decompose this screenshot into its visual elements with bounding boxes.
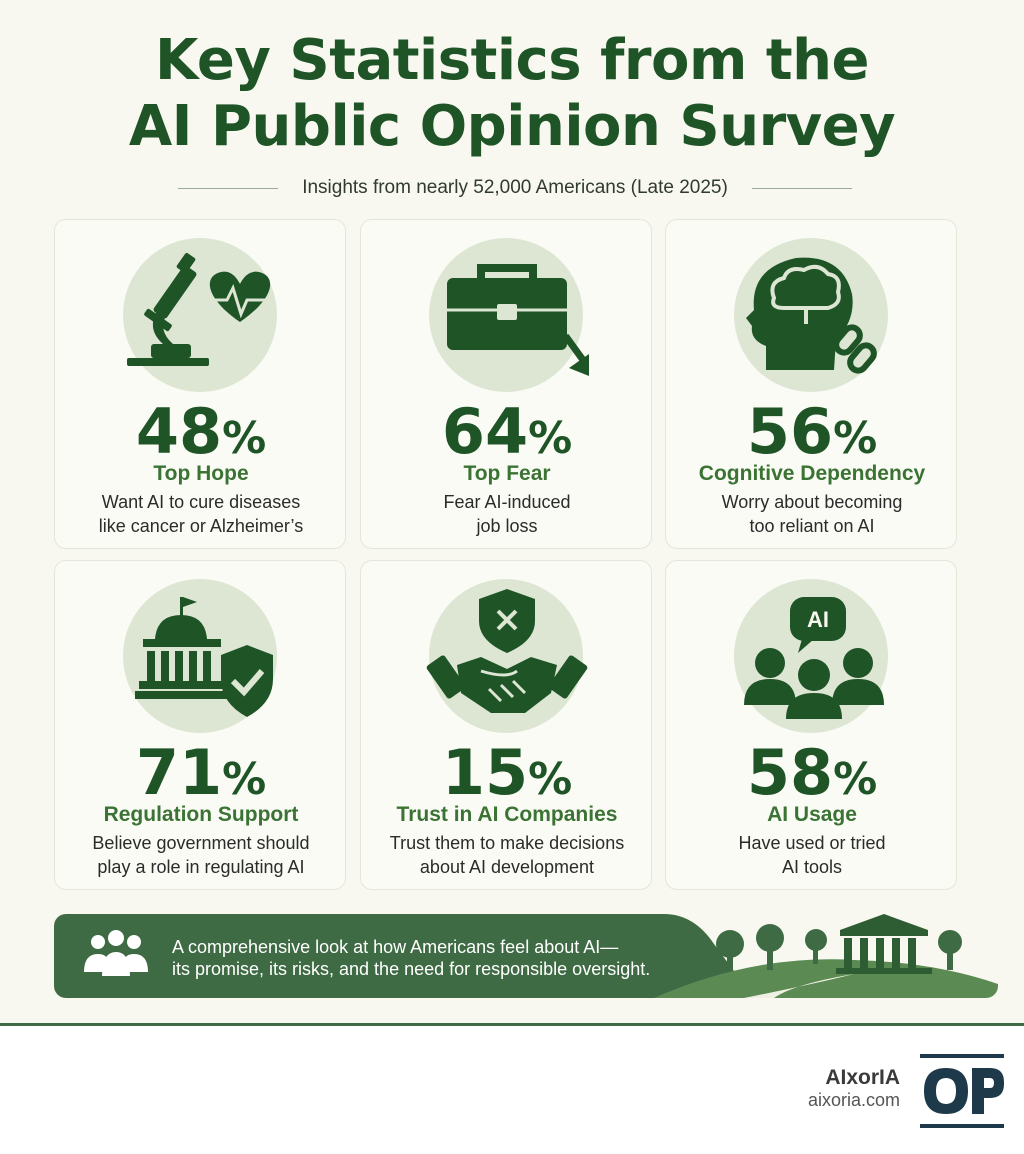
stat-card-top-hope: 48% Top Hope Want AI to cure diseases lik… — [54, 219, 346, 549]
banner-line-2: its promise, its risks, and the need for… — [172, 959, 651, 979]
government-building-illustration — [836, 914, 932, 974]
people-ai-bubble-icon: AI — [744, 597, 884, 719]
stat-label: Top Hope — [153, 462, 249, 485]
stat-percent: 15% — [441, 736, 573, 809]
stat-label: Top Fear — [463, 462, 551, 485]
briefcase-decline-icon — [447, 264, 589, 376]
footer-divider — [0, 1023, 1024, 1026]
microscope-heart-icon — [127, 252, 271, 366]
stat-percent: 71% — [135, 736, 267, 809]
stat-card-trust-in-ai-companies: 15% Trust in AI Companies Trust them to … — [360, 560, 652, 890]
stat-label: Regulation Support — [103, 803, 299, 826]
stat-description: Want AI to cure diseases like cancer or A… — [98, 492, 304, 536]
trees-illustration — [716, 924, 962, 970]
summary-banner: A comprehensive look at how Americans fe… — [54, 914, 998, 998]
stat-description: Worry about becoming too reliant on AI — [721, 492, 903, 536]
title-line-1: Key Statistics from the — [155, 28, 869, 93]
banner-text: A comprehensive look at how Americans fe… — [172, 936, 692, 980]
subtitle-rule-left — [178, 187, 279, 189]
stat-card-regulation-support: 71% Regulation Support Believe governmen… — [54, 560, 346, 890]
subtitle: Insights from nearly 52,000 Americans (L… — [302, 177, 728, 198]
subtitle-row: Insights from nearly 52,000 Americans (L… — [150, 174, 880, 202]
stat-percent: 56% — [746, 395, 878, 468]
banner-line-1: A comprehensive look at how Americans fe… — [172, 937, 619, 957]
banner-background — [54, 914, 998, 998]
stat-card-ai-usage: AI 58% AI Usage Have used or tried AI too… — [665, 560, 957, 890]
brand-url[interactable]: aixoria.com — [807, 1090, 900, 1110]
capitol-shield-icon — [135, 597, 273, 717]
head-brain-chain-icon — [746, 257, 877, 374]
people-group-icon — [84, 930, 148, 976]
stat-card-top-fear: 64% Top Fear Fear AI-induced job loss — [360, 219, 652, 549]
page-title: Key Statistics from the AI Public Opinio… — [0, 28, 1024, 160]
stat-description: Have used or tried AI tools — [738, 833, 886, 877]
stat-label: Cognitive Dependency — [698, 462, 926, 485]
stat-percent: 58% — [746, 736, 878, 809]
handshake-shield-icon — [426, 589, 588, 713]
brand-name: AIxorIA — [825, 1066, 900, 1089]
stat-description: Believe government should play a role in … — [92, 833, 310, 877]
ai-bubble-text: AI — [807, 607, 829, 632]
subtitle-rule-right — [751, 187, 852, 189]
infographic: Key Statistics from the AI Public Opinio… — [0, 0, 1024, 1024]
stat-label: Trust in AI Companies — [396, 803, 618, 826]
stat-card-cognitive-dependency: 56% Cognitive Dependency Worry about bec… — [665, 219, 957, 549]
stat-percent: 64% — [441, 395, 573, 468]
stat-label: AI Usage — [767, 803, 857, 826]
title-line-2: AI Public Opinion Survey — [128, 94, 896, 159]
aixoria-logo-icon — [920, 1054, 1004, 1128]
stat-description: Trust them to make decisions about AI dev… — [389, 833, 625, 877]
stat-percent: 48% — [135, 395, 267, 468]
stat-description: Fear AI-induced job loss — [443, 492, 571, 536]
